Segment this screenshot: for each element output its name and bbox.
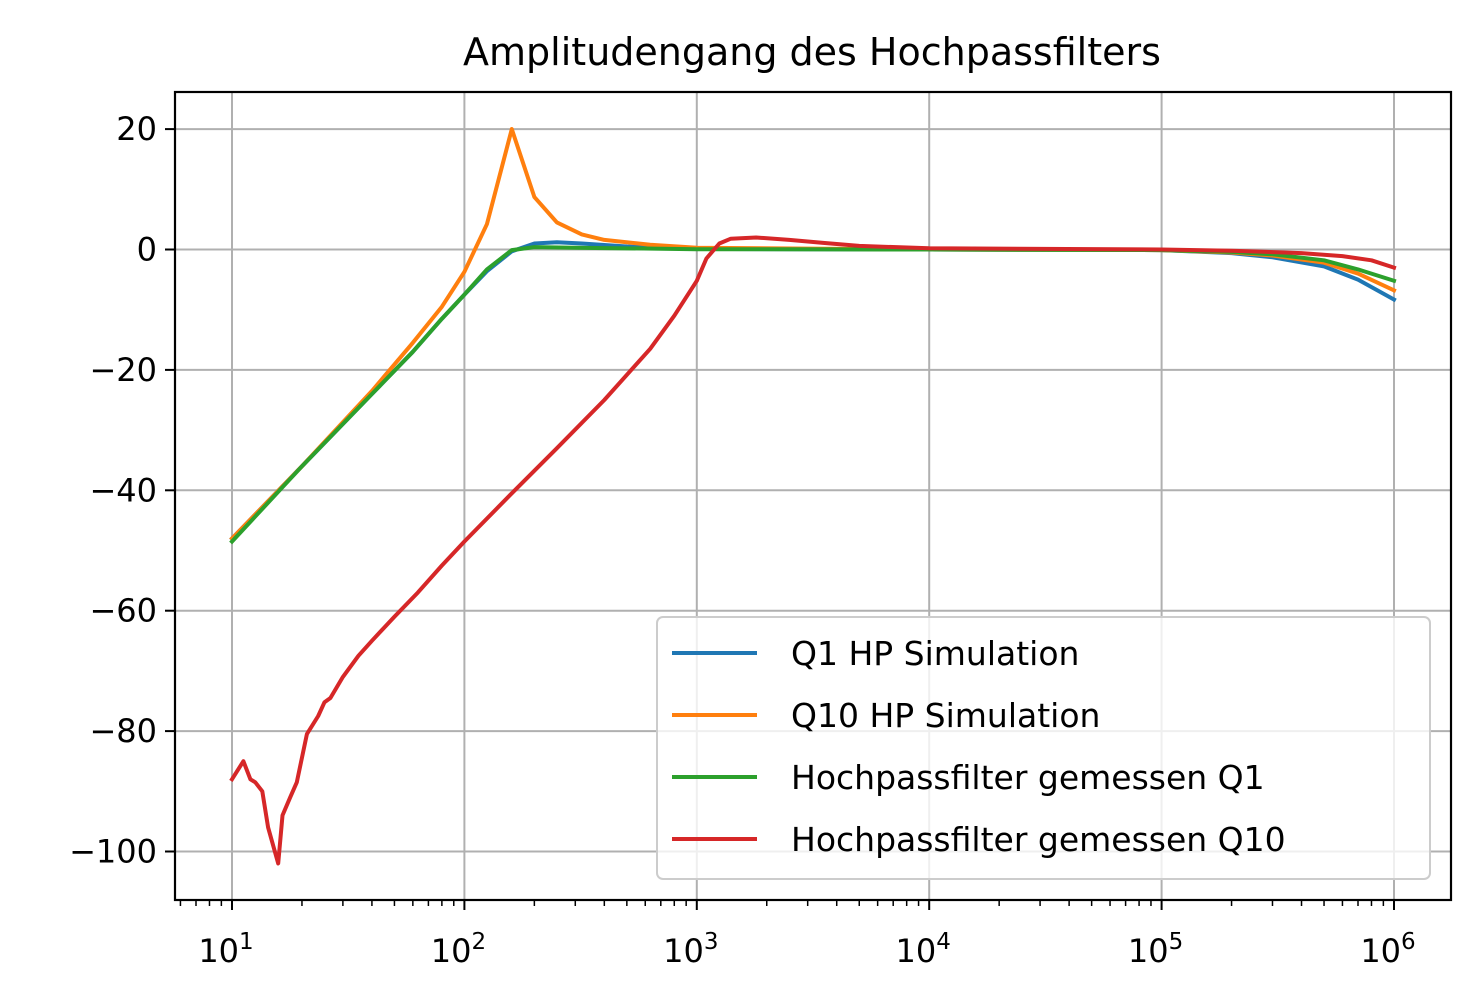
- y-tick-label: 20: [116, 110, 157, 148]
- legend-label: Hochpassfilter gemessen Q1: [791, 758, 1265, 797]
- y-tick-label: −60: [89, 592, 157, 630]
- y-tick-label: −80: [89, 712, 157, 750]
- x-tick-exponent: 6: [1401, 929, 1416, 955]
- series-line: [229, 235, 1397, 866]
- legend-label: Q1 HP Simulation: [791, 634, 1079, 673]
- series-line: [229, 127, 1397, 542]
- y-tick-label: −20: [89, 351, 157, 389]
- x-tick-label: 101: [198, 929, 253, 970]
- legend-label: Hochpassfilter gemessen Q10: [791, 820, 1286, 859]
- y-tick-label: −40: [89, 471, 157, 509]
- x-tick-base: 10: [896, 932, 937, 970]
- x-tick-exponent: 3: [704, 929, 719, 955]
- x-tick-base: 10: [663, 932, 704, 970]
- x-minor-ticks: [179, 900, 1385, 906]
- x-tick-exponent: 5: [1169, 929, 1184, 955]
- x-tick-exponent: 2: [471, 929, 486, 955]
- x-tick-base: 10: [1128, 932, 1169, 970]
- series-line: [229, 245, 1397, 545]
- legend-box: [656, 616, 1431, 880]
- chart-title: Amplitudengang des Hochpassfilters: [463, 30, 1161, 74]
- legend: Q1 HP Simulation Q10 HP Simulation Hochpas…: [656, 616, 1431, 880]
- y-tick-label: 0: [137, 231, 157, 269]
- legend-label: Q10 HP Simulation: [791, 696, 1100, 735]
- x-tick-base: 10: [1360, 932, 1401, 970]
- x-tick-label: 105: [1128, 929, 1183, 970]
- y-axis-ticks: 20 0 −20 −40 −60 −80 −100: [69, 110, 175, 871]
- axes-frame: [173, 90, 1453, 902]
- y-tick-label: −100: [69, 833, 157, 871]
- x-tick-label: 106: [1360, 929, 1415, 970]
- x-tick-label: 103: [663, 929, 718, 970]
- x-tick-exponent: 4: [936, 929, 951, 955]
- series-line: [229, 240, 1397, 542]
- x-tick-label: 104: [896, 929, 951, 970]
- x-tick-base: 10: [431, 932, 472, 970]
- x-tick-base: 10: [198, 932, 239, 970]
- x-axis-ticks: 101 102 103 104 105 106: [198, 900, 1416, 970]
- x-tick-label: 102: [431, 929, 486, 970]
- plot-lines: [229, 127, 1397, 866]
- x-tick-exponent: 1: [239, 929, 254, 955]
